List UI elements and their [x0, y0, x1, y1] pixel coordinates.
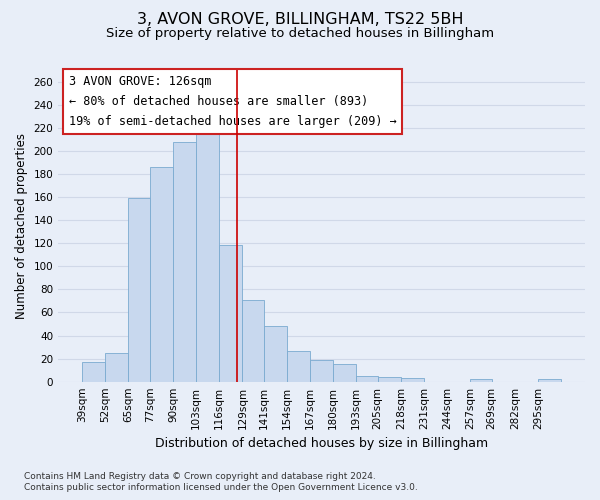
Bar: [310, 360, 333, 382]
Bar: [401, 378, 424, 382]
Bar: [470, 380, 491, 382]
Text: 3, AVON GROVE, BILLINGHAM, TS22 5BH: 3, AVON GROVE, BILLINGHAM, TS22 5BH: [137, 12, 463, 28]
Bar: [356, 376, 377, 382]
Bar: [150, 167, 173, 382]
Bar: [333, 364, 356, 382]
Bar: [128, 198, 150, 382]
Bar: [264, 326, 287, 382]
Bar: [377, 377, 401, 382]
Y-axis label: Number of detached properties: Number of detached properties: [15, 133, 28, 319]
Bar: [173, 142, 196, 382]
Bar: [287, 350, 310, 382]
Bar: [105, 353, 128, 382]
Text: Size of property relative to detached houses in Billingham: Size of property relative to detached ho…: [106, 28, 494, 40]
Text: Contains HM Land Registry data © Crown copyright and database right 2024.: Contains HM Land Registry data © Crown c…: [24, 472, 376, 481]
X-axis label: Distribution of detached houses by size in Billingham: Distribution of detached houses by size …: [155, 437, 488, 450]
Bar: [538, 380, 561, 382]
Bar: [82, 362, 105, 382]
Bar: [242, 300, 264, 382]
Bar: [196, 134, 219, 382]
Text: 3 AVON GROVE: 126sqm
← 80% of detached houses are smaller (893)
19% of semi-deta: 3 AVON GROVE: 126sqm ← 80% of detached h…: [69, 74, 397, 128]
Bar: [219, 246, 242, 382]
Text: Contains public sector information licensed under the Open Government Licence v3: Contains public sector information licen…: [24, 484, 418, 492]
